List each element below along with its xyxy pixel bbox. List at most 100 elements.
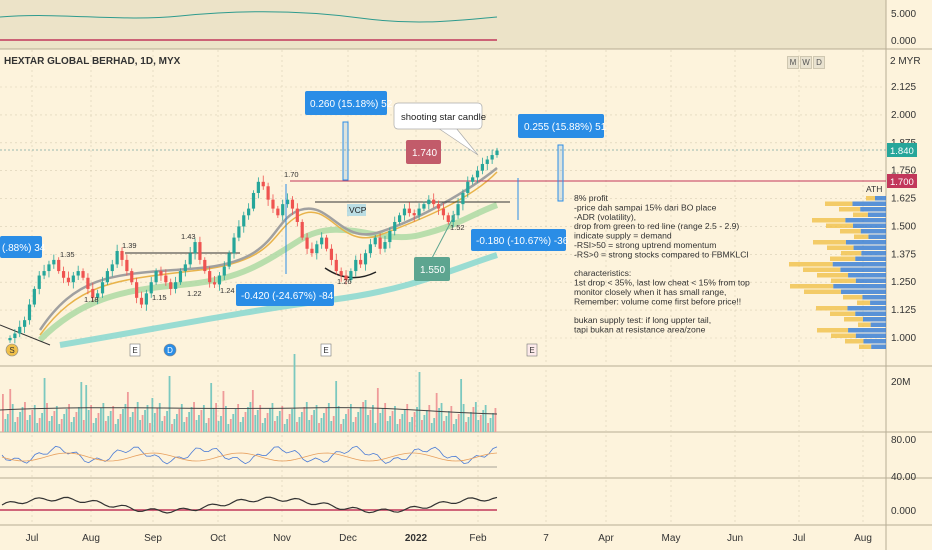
volume-bar — [220, 416, 222, 432]
pivot-label: 1.43 — [181, 232, 196, 241]
candle-body — [329, 248, 334, 260]
volume-bar — [389, 416, 391, 432]
candle-body — [383, 242, 387, 249]
volume-bar — [21, 407, 24, 432]
tag-1550[interactable]: 1.550 — [414, 213, 456, 281]
volume-bar — [11, 404, 14, 432]
volume-bar — [114, 424, 117, 432]
volume-bar — [117, 419, 119, 432]
time-tick: Aug — [82, 533, 100, 544]
candle-body — [227, 253, 231, 267]
event-marker[interactable] — [129, 343, 141, 357]
volume-bar — [342, 419, 345, 432]
candle-body — [203, 259, 207, 272]
candle-body — [193, 242, 197, 254]
volume-bar — [26, 420, 29, 432]
volume-bar — [310, 415, 313, 432]
annotation-box-down1[interactable]: -0.420 (-24.67%) -84 — [236, 284, 334, 306]
volume-bar — [102, 403, 105, 432]
volume-bar — [384, 403, 387, 432]
event-marker[interactable] — [5, 343, 19, 357]
volume-bar — [126, 392, 129, 432]
volume-bar — [391, 411, 394, 432]
volume-bar — [247, 407, 249, 432]
profile-bar — [858, 322, 871, 327]
price-axis[interactable]: 2.1252.0001.8751.7501.6251.5001.3751.250… — [891, 9, 916, 517]
price-tick: 2.000 — [891, 110, 916, 121]
rsi-ma-line — [1, 452, 498, 462]
volume-bar — [215, 403, 217, 432]
note-line: -RS>0 = strong stocks compared to FBMKLC… — [574, 249, 749, 259]
profile-bar — [813, 240, 846, 245]
time-tick: Jun — [727, 533, 743, 544]
annotation-box-up2[interactable]: 0.255 (15.88%) 51 — [518, 114, 607, 138]
volume-bar — [425, 410, 428, 432]
svg-text:shooting star candle: shooting star candle — [401, 112, 486, 123]
profile-bar — [868, 234, 886, 239]
profile-bar — [863, 339, 886, 344]
candle-body — [432, 199, 436, 205]
svg-text:1.700: 1.700 — [890, 177, 914, 188]
profile-bar — [790, 284, 834, 289]
profile-bar — [845, 218, 886, 223]
callout-shooting-star[interactable]: shooting star candle — [393, 102, 486, 156]
time-axis[interactable]: Jul Aug Sep Oct Nov Dec 2022 Feb 7 Apr May Jun Jul Au… — [26, 533, 872, 544]
profile-bar — [789, 262, 833, 267]
profile-bar — [853, 212, 868, 217]
candle-body — [276, 208, 280, 216]
note-line: indicate supply = demand — [574, 231, 672, 241]
timeframe-button-d[interactable]: D — [813, 56, 825, 69]
volume-ma-line — [0, 407, 498, 415]
timeframe-button-w[interactable]: W — [800, 56, 812, 69]
volume-bar — [122, 409, 124, 432]
event-marker[interactable] — [163, 343, 177, 357]
tag-1740[interactable]: 1.740 — [406, 140, 441, 164]
event-marker[interactable] — [320, 343, 332, 357]
volume-bar — [386, 421, 389, 432]
note-line: -ADR (volatility), — [574, 212, 636, 222]
volume-bar — [352, 422, 355, 432]
volume-bar — [33, 405, 36, 432]
volume-bar — [92, 423, 95, 432]
pivot-label: 1.22 — [187, 289, 202, 298]
volume-bar — [87, 410, 90, 432]
timeframe-button-m[interactable]: M — [787, 56, 799, 69]
candlesticks — [8, 147, 499, 344]
event-marker-label: E — [132, 346, 137, 355]
volume-bar — [70, 422, 73, 432]
volume-bar — [362, 402, 365, 432]
event-marker[interactable] — [526, 343, 538, 357]
time-tick: 2022 — [405, 533, 428, 544]
annotation-box-down2[interactable]: -0.180 (-10.67%) -36 — [471, 229, 569, 251]
volume-bar — [36, 423, 39, 432]
candle-body — [354, 259, 358, 272]
volume-bar — [325, 408, 328, 432]
candle-body — [412, 213, 416, 216]
volume-bar — [489, 418, 492, 432]
volume-bar — [136, 402, 139, 432]
price-tick: 1.625 — [891, 194, 916, 205]
volume-bar — [269, 408, 271, 432]
candle-body — [183, 264, 187, 272]
volume-bar — [134, 407, 137, 432]
pivot-label: 1.18 — [84, 295, 99, 304]
price-tick: 1.000 — [891, 333, 916, 344]
time-tick: May — [662, 533, 681, 544]
volume-bar — [251, 390, 254, 432]
annotation-box-up1[interactable]: 0.260 (15.18%) 52 — [305, 91, 393, 115]
volume-bar — [266, 413, 269, 432]
volume-bars — [2, 354, 497, 432]
annotation-box-left[interactable]: (.88%) 34 — [0, 236, 46, 258]
event-marker-label: E — [323, 346, 328, 355]
volume-bar — [109, 411, 112, 432]
volume-bar — [51, 416, 53, 432]
volume-bar — [244, 412, 247, 432]
profile-bar — [830, 256, 856, 261]
volume-bar — [4, 419, 7, 432]
volume-bar — [457, 414, 460, 432]
svg-text:1.840: 1.840 — [890, 146, 914, 157]
volume-bar — [337, 406, 340, 432]
volume-bar — [2, 394, 4, 432]
profile-bar — [817, 273, 849, 278]
